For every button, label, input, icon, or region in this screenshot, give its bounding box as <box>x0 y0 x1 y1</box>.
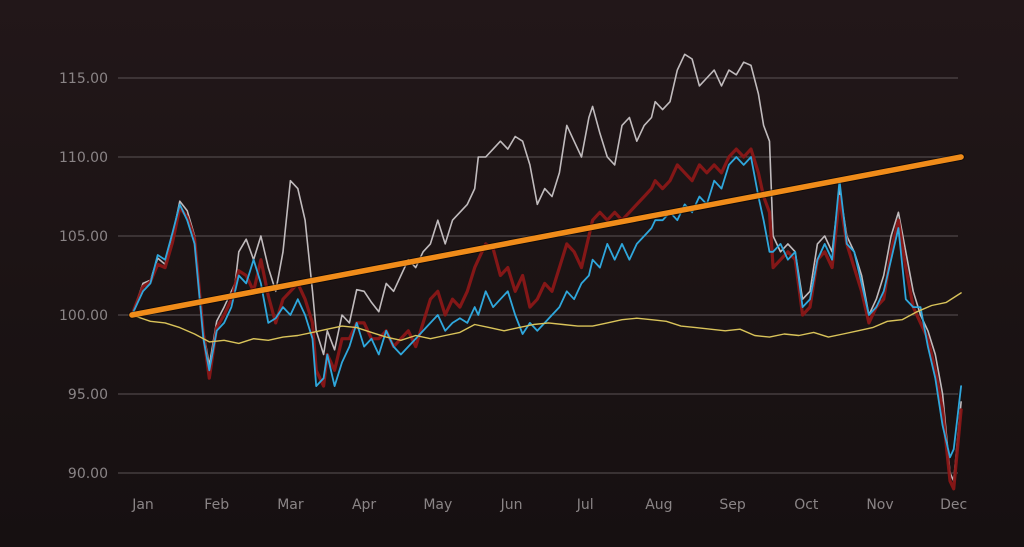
trend-line-line <box>129 154 964 318</box>
white-series-line <box>131 53 962 482</box>
blue-series-line <box>131 156 962 459</box>
y-tick-label: 110.00 <box>59 150 108 166</box>
x-tick-label: Jan <box>131 497 154 513</box>
x-tick-label: Aug <box>645 497 672 513</box>
y-tick-label: 95.00 <box>68 387 108 403</box>
y-tick-label: 100.00 <box>59 308 108 324</box>
x-tick-label: Jul <box>576 497 594 513</box>
yellow-series-line <box>131 292 962 345</box>
red-series-line <box>130 147 963 491</box>
y-tick-label: 115.00 <box>59 71 108 87</box>
x-tick-label: Apr <box>352 497 376 513</box>
gridlines <box>118 77 958 474</box>
x-tick-label: Mar <box>277 497 304 513</box>
x-tick-label: Oct <box>794 497 819 513</box>
x-axis-ticks: Jan Feb Mar Apr May Jun Jul Aug Sep Oct Nov Dec <box>131 497 967 513</box>
x-tick-label: Dec <box>940 497 967 513</box>
y-tick-label: 90.00 <box>68 466 108 482</box>
x-tick-label: Nov <box>866 497 893 513</box>
y-axis-ticks: 90.00 95.00 100.00 105.00 110.00 115.00 <box>59 71 108 482</box>
x-tick-label: May <box>423 497 452 513</box>
x-tick-label: Jun <box>500 497 523 513</box>
x-tick-label: Sep <box>719 497 746 513</box>
y-tick-label: 105.00 <box>59 229 108 245</box>
series-lines <box>128 53 965 491</box>
x-tick-label: Feb <box>204 497 229 513</box>
